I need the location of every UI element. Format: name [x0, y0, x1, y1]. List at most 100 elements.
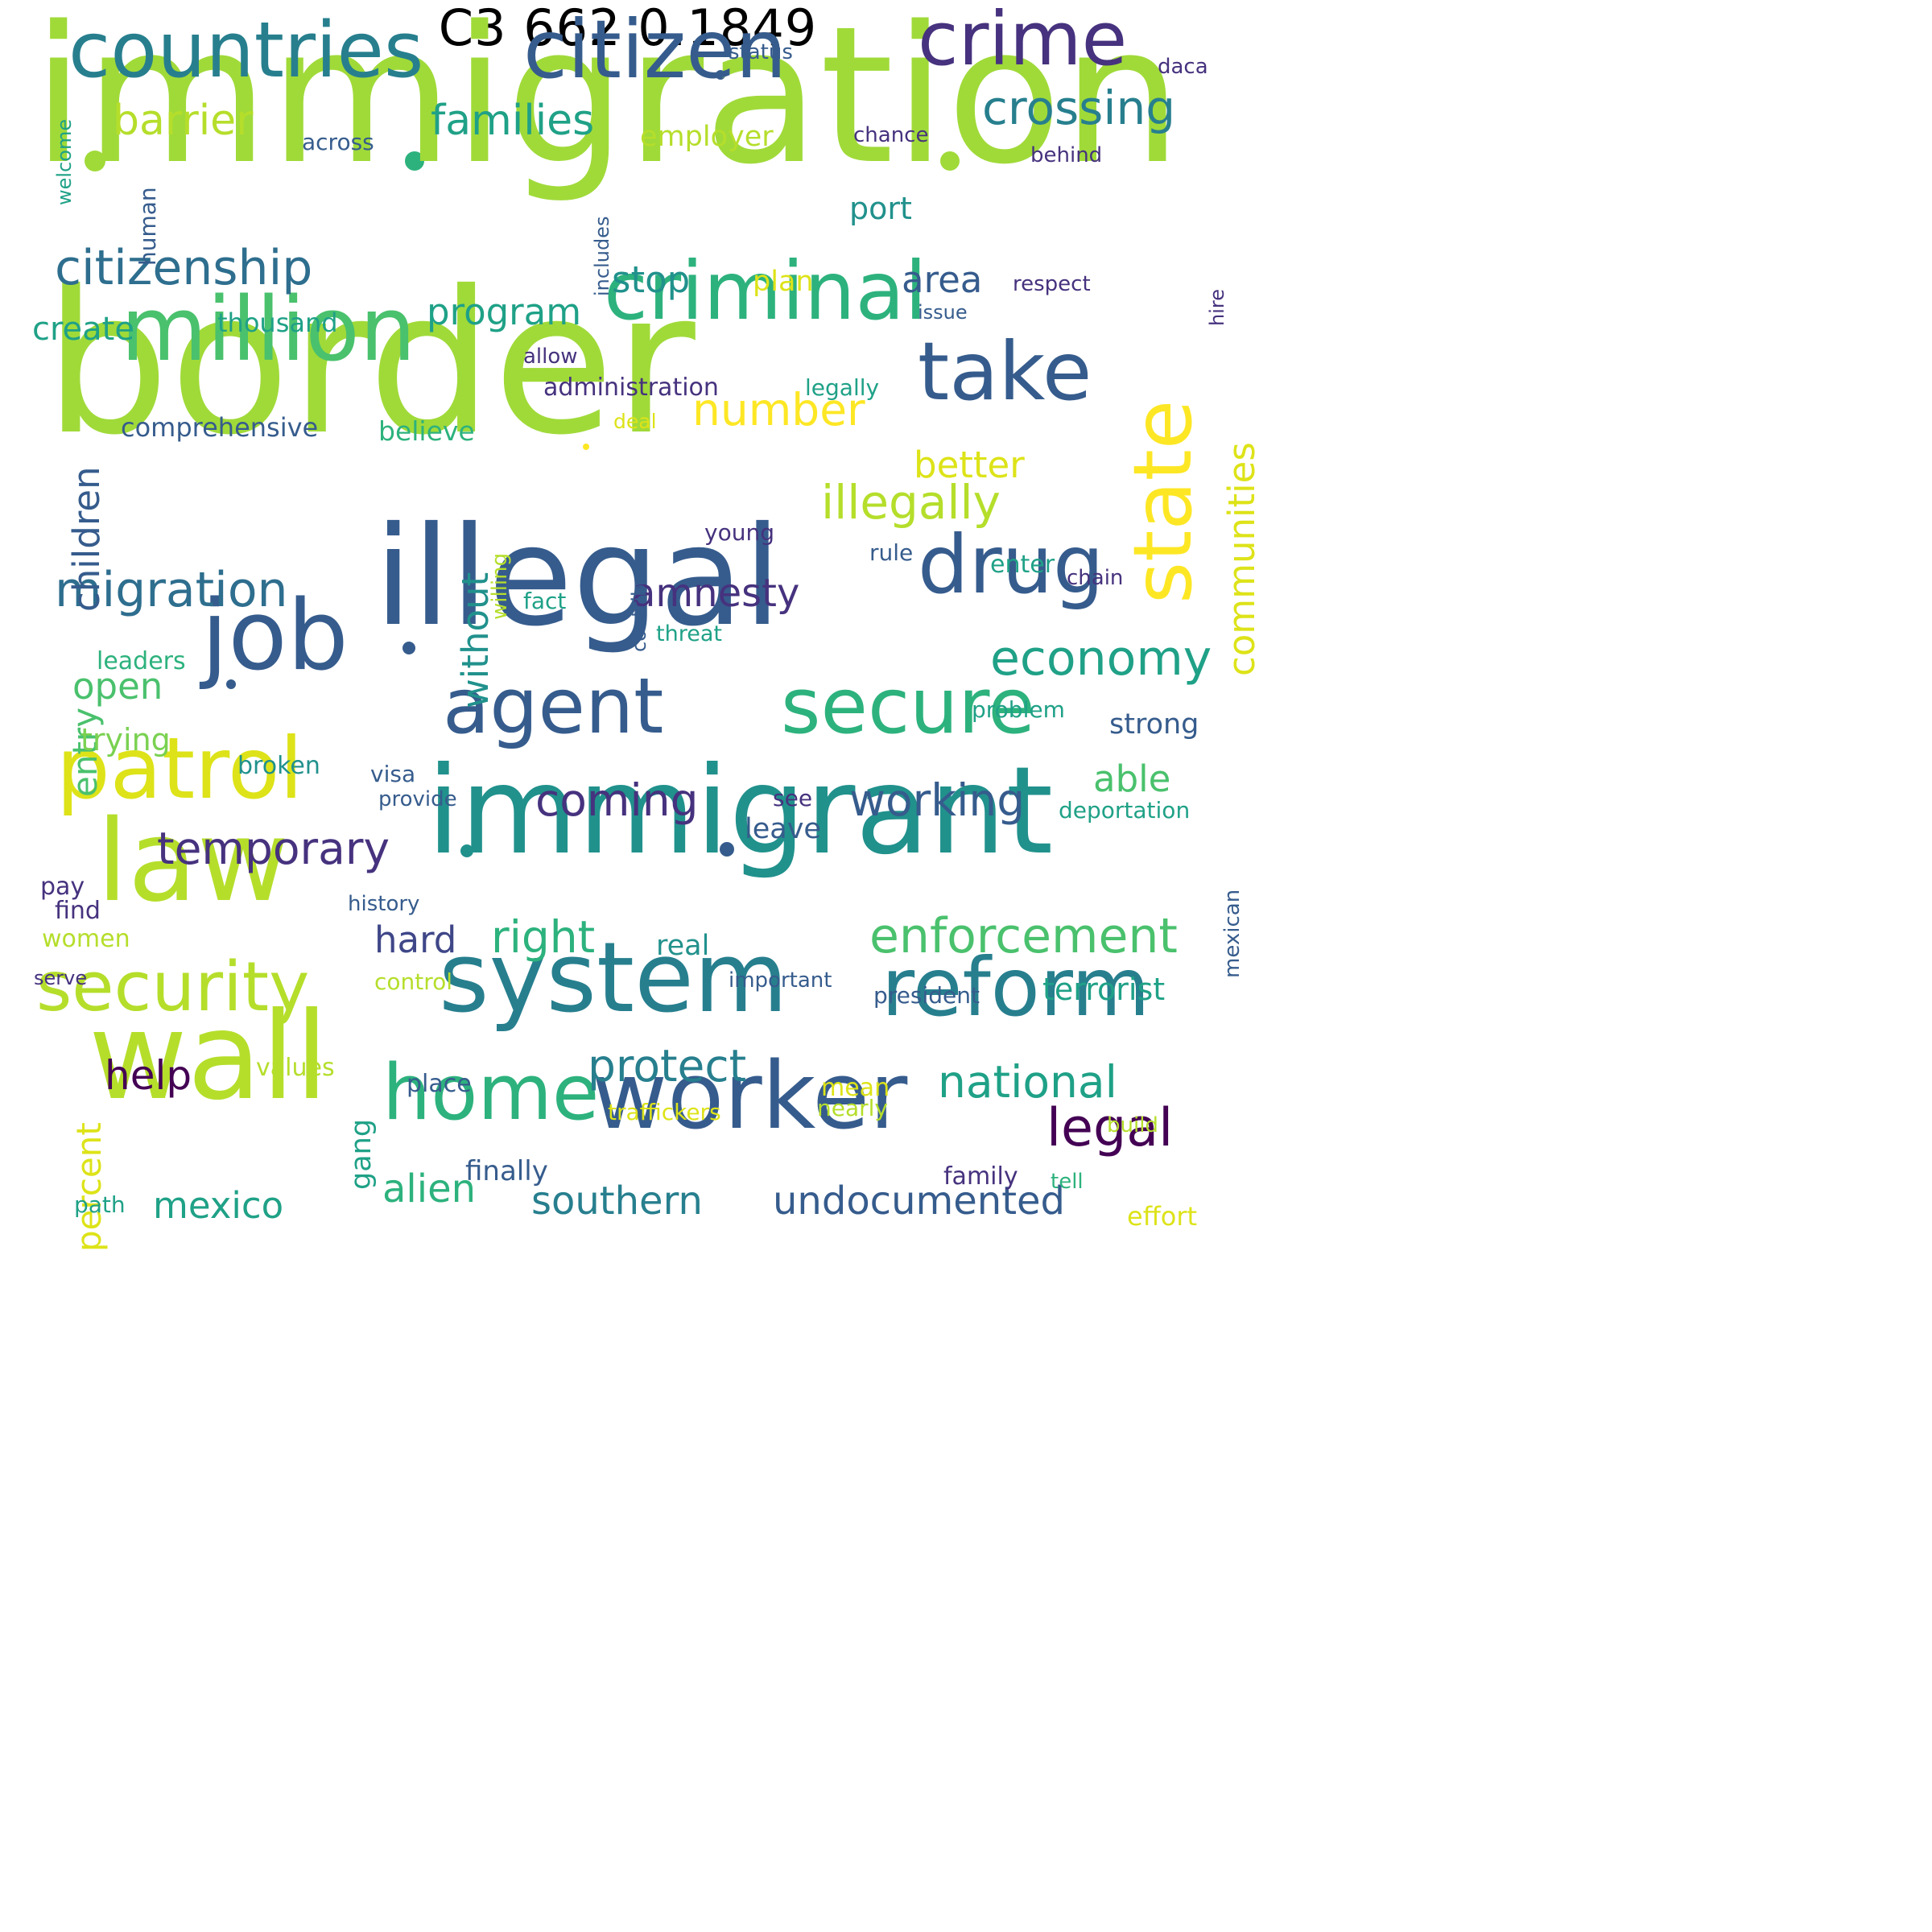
word-issue: issue	[918, 301, 968, 324]
word-effort: effort	[1127, 1201, 1198, 1232]
word-take: take	[918, 324, 1092, 419]
word-leaders: leaders	[97, 646, 186, 675]
word-women: women	[42, 924, 130, 953]
word-history: history	[348, 891, 420, 916]
word-tell: tell	[1051, 1169, 1084, 1194]
word-pay: pay	[40, 872, 85, 901]
word-finally: finally	[465, 1155, 548, 1188]
word-coming: coming	[535, 774, 699, 827]
word-plan: plan	[753, 265, 814, 298]
word-problem: problem	[972, 696, 1065, 724]
word-amnesty: amnesty	[632, 570, 800, 616]
word-communities: communities	[1220, 442, 1263, 676]
word-protect: protect	[588, 1040, 747, 1092]
word-stop: stop	[612, 258, 691, 301]
dot-mark	[402, 642, 415, 654]
word-job: job	[201, 580, 349, 693]
word-gang: gang	[345, 1118, 378, 1190]
word-secure: secure	[781, 662, 1035, 751]
page-title: C3 662 0.1849	[438, 0, 818, 57]
word-see: see	[773, 785, 813, 812]
dot-mark	[716, 70, 725, 80]
word-illegal: illegal	[374, 497, 782, 658]
word-provide: provide	[378, 786, 457, 811]
word-area: area	[902, 258, 983, 301]
word-working: working	[849, 774, 1026, 827]
dot-mark	[583, 444, 589, 450]
word-comprehensive: comprehensive	[121, 412, 319, 444]
word-family: family	[943, 1162, 1018, 1191]
word-agent: agent	[443, 662, 664, 751]
word-create: create	[32, 310, 134, 348]
word-values: values	[256, 1053, 335, 1082]
word-better: better	[914, 443, 1025, 486]
word-children: children	[65, 466, 108, 612]
word-mexico: mexico	[153, 1183, 284, 1227]
word-cloud: immigration border illegal immigrant system c…	[0, 0, 1263, 1256]
word-allow: allow	[523, 344, 578, 369]
word-status: status	[729, 39, 793, 64]
word-barrier: barrier	[113, 97, 254, 146]
word-terrorist: terrorist	[1042, 972, 1166, 1008]
word-threat: threat	[656, 621, 722, 646]
word-national: national	[938, 1056, 1117, 1108]
word-build: build	[1107, 1113, 1158, 1137]
word-mexican: mexican	[1220, 889, 1245, 978]
word-believe: believe	[378, 415, 475, 448]
word-alien: alien	[382, 1166, 477, 1212]
word-reform: reform	[881, 940, 1150, 1034]
word-important: important	[729, 968, 832, 993]
word-help: help	[105, 1052, 192, 1099]
word-southern: southern	[531, 1178, 703, 1224]
word-enter: enter	[990, 550, 1055, 579]
word-immigrant: immigrant	[427, 741, 1054, 881]
word-nearly: nearly	[817, 1095, 888, 1122]
word-control: control	[374, 968, 453, 996]
word-undocumented: undocumented	[773, 1178, 1066, 1224]
word-find: find	[55, 896, 101, 925]
word-serve: serve	[34, 967, 88, 990]
word-percent: percent	[69, 1122, 109, 1252]
word-president: president	[873, 982, 980, 1009]
word-migration: migration	[55, 562, 288, 619]
word-deal: deal	[613, 409, 657, 433]
word-economy: economy	[990, 630, 1212, 687]
word-strong: strong	[1109, 708, 1199, 741]
word-wall: wall	[89, 987, 328, 1127]
word-hire: hire	[1206, 289, 1228, 326]
word-mean: mean	[821, 1073, 890, 1102]
word-worker: worker	[592, 1042, 908, 1151]
word-families: families	[431, 97, 595, 146]
word-crime: crime	[918, 0, 1128, 83]
word-program: program	[427, 290, 582, 333]
word-legal: legal	[1046, 1098, 1174, 1159]
word-trying: trying	[80, 722, 171, 758]
word-respect: respect	[1013, 271, 1091, 296]
word-daca: daca	[1158, 54, 1208, 79]
word-countries: countries	[68, 6, 424, 95]
word-million: million	[121, 278, 416, 382]
word-legally: legally	[805, 374, 880, 402]
word-hard: hard	[374, 918, 457, 961]
word-administration: administration	[543, 373, 719, 402]
word-temporary: temporary	[157, 823, 390, 875]
dot-mark	[460, 844, 473, 857]
word-contribute: contribute	[628, 552, 650, 652]
word-across: across	[302, 129, 374, 156]
word-immigration: immigration	[32, 0, 1183, 206]
word-criminal: criminal	[604, 244, 927, 338]
word-able: able	[1093, 757, 1171, 800]
word-security: security	[36, 947, 310, 1027]
word-path: path	[74, 1191, 126, 1219]
word-home: home	[382, 1048, 600, 1137]
word-citizenship: citizenship	[55, 240, 313, 297]
word-border: border	[44, 248, 696, 478]
word-leave: leave	[745, 812, 821, 845]
word-welcome: welcome	[53, 118, 76, 205]
word-crossing: crossing	[982, 80, 1176, 135]
word-includes: includes	[591, 216, 613, 296]
dot-mark	[720, 842, 734, 857]
word-right: right	[491, 911, 596, 964]
word-enforcement: enforcement	[869, 908, 1178, 965]
word-deportation: deportation	[1059, 797, 1191, 824]
